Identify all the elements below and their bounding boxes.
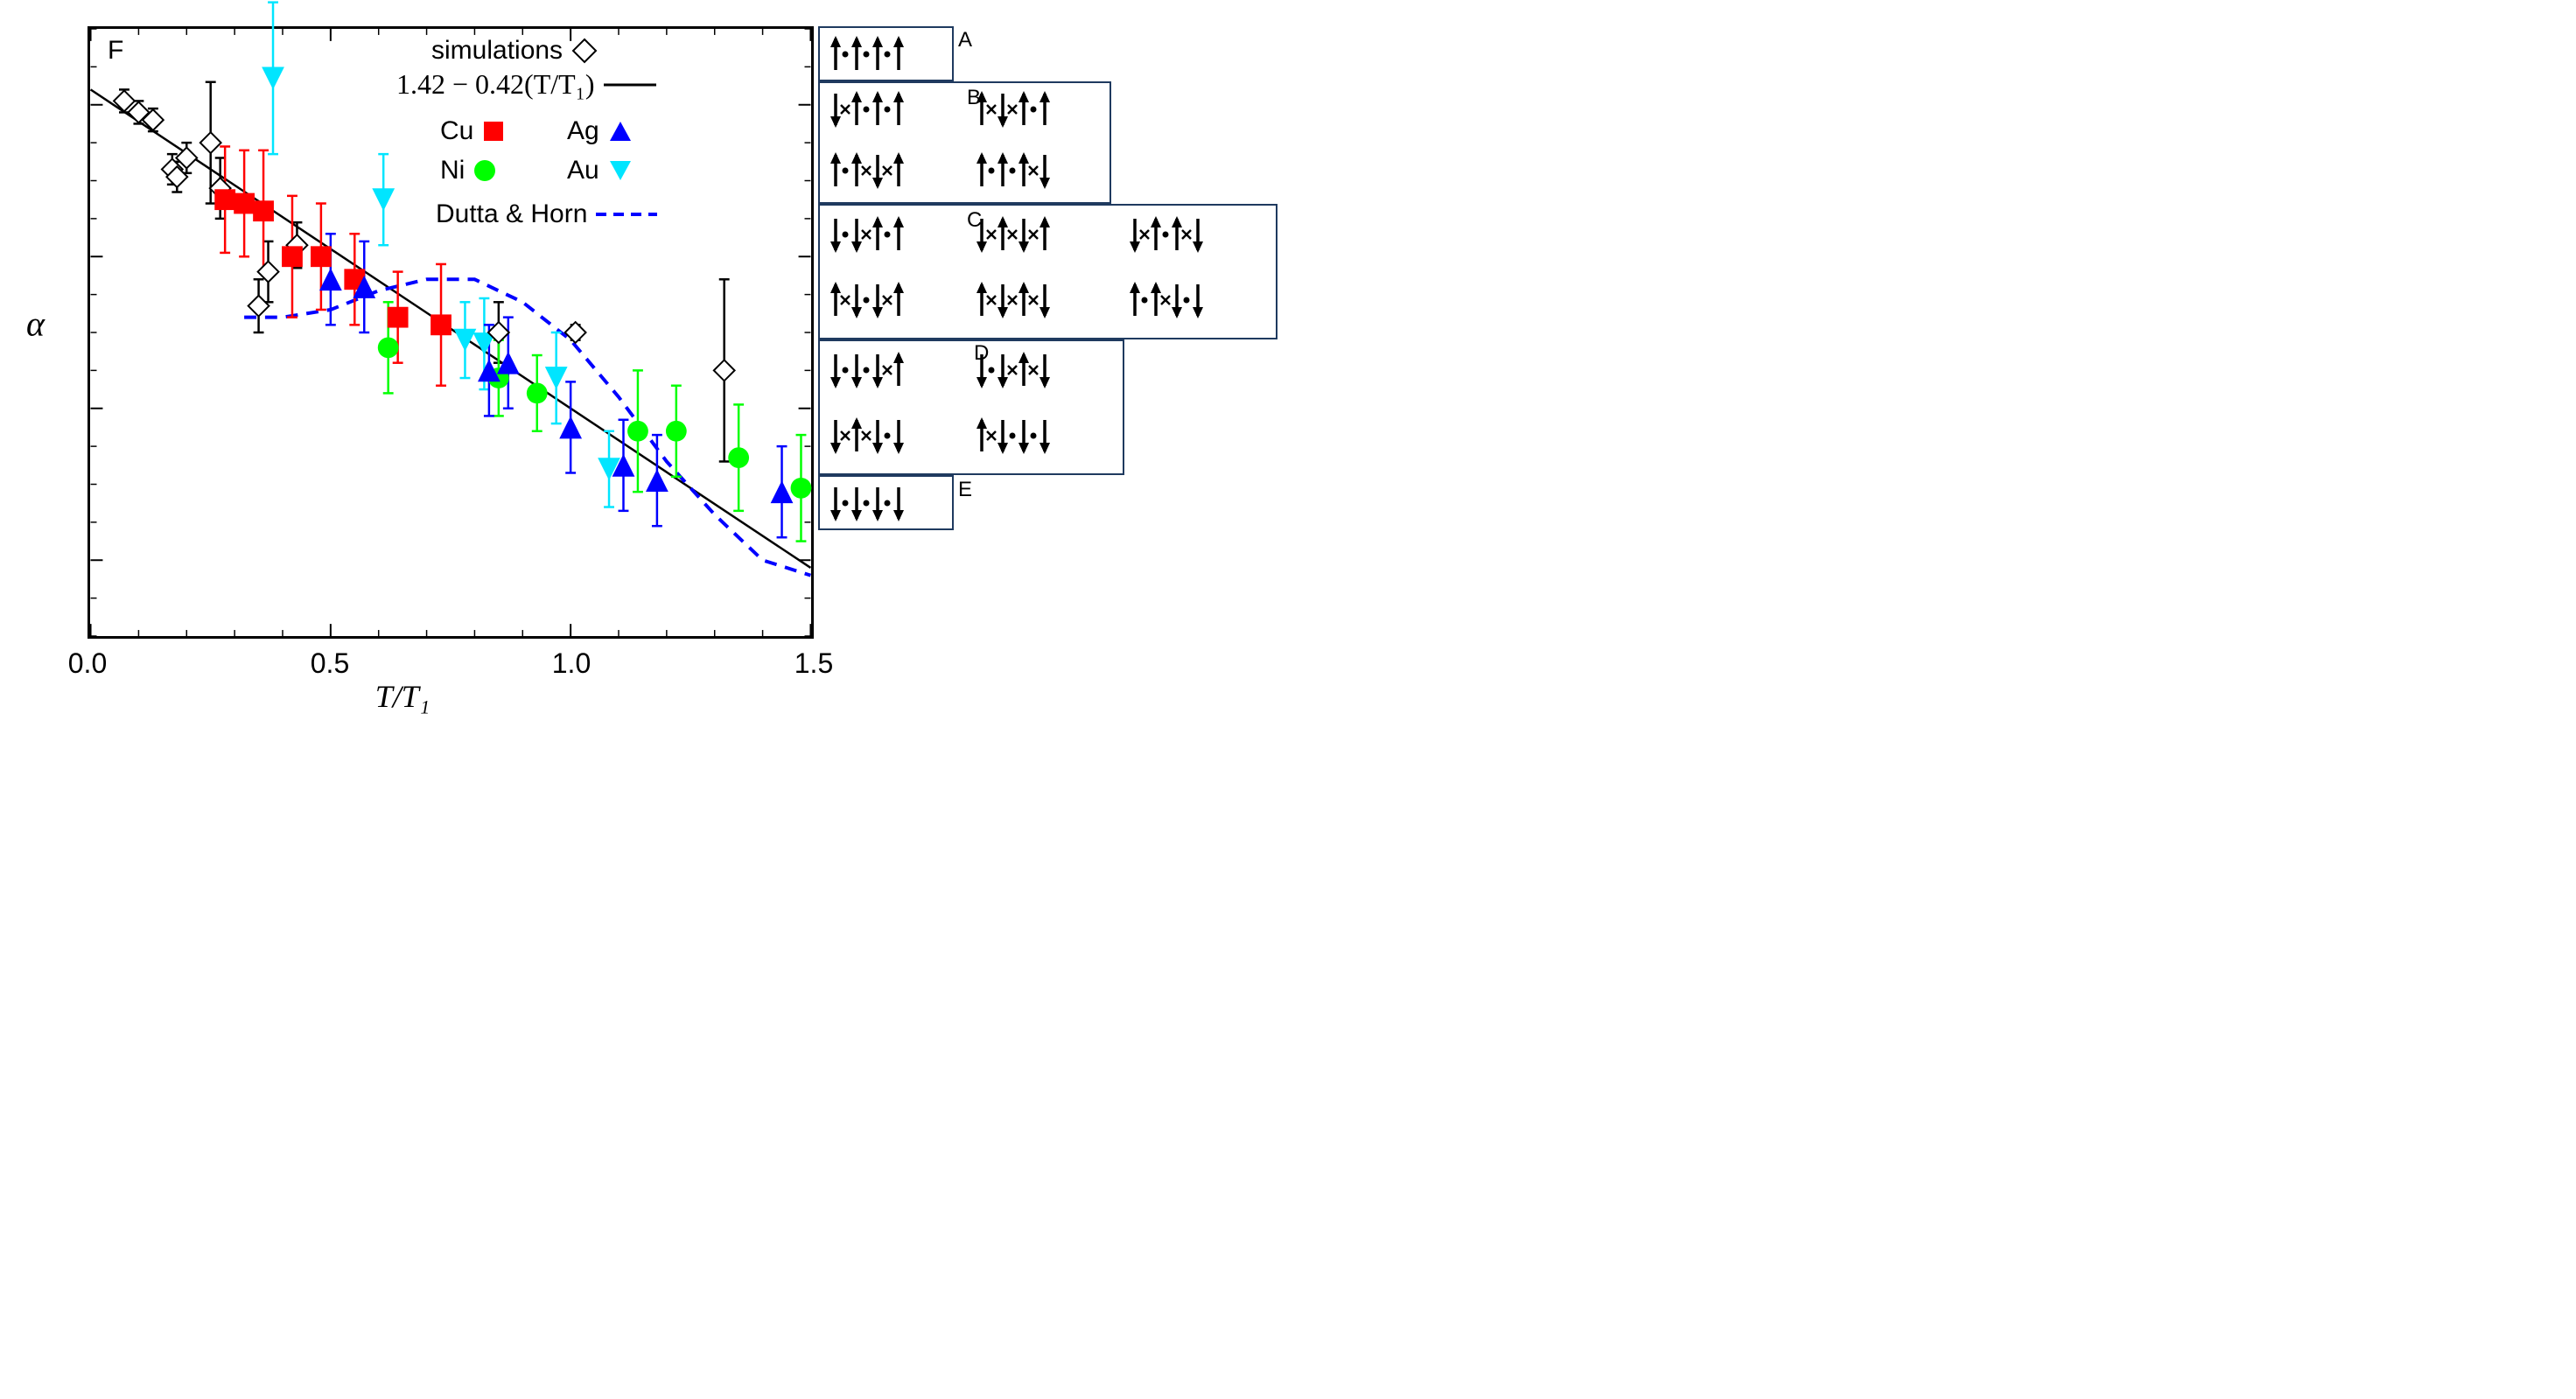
legend-ni: Ni xyxy=(440,156,496,185)
x-tick-3: 1.5 xyxy=(794,647,833,680)
y-axis-label: α xyxy=(26,304,45,345)
legend-sim-label: simulations xyxy=(431,36,563,66)
x-tick-0: 0.0 xyxy=(68,647,107,680)
legend-cu: Cu xyxy=(440,116,505,146)
x-tick-1: 0.5 xyxy=(311,647,349,680)
spin-panel-A xyxy=(818,26,954,81)
legend-ag-label: Ag xyxy=(567,116,599,146)
x-tick-2: 1.0 xyxy=(552,647,591,680)
legend-cu-label: Cu xyxy=(440,116,473,146)
legend-au-label: Au xyxy=(567,156,599,185)
spin-C-svg xyxy=(820,206,1279,341)
legend-dutta-label: Dutta & Horn xyxy=(436,199,587,229)
figure-root: α T/T₁ 0.8 1.0 1.2 1.4 0.0 0.5 1.0 1.5 F… xyxy=(18,17,1306,717)
plot-area: F simulations 1.42 − 0.42(T/T₁) Cu Ag Ni… xyxy=(88,26,814,639)
spin-A-svg xyxy=(820,28,956,83)
legend-sim: simulations xyxy=(431,36,598,66)
diamond-open-icon xyxy=(571,38,598,64)
legend-fit-label: 1.42 − 0.42(T/T₁) xyxy=(396,68,595,101)
line-solid-icon xyxy=(604,81,656,88)
panel-label-F: F xyxy=(108,36,123,66)
legend-au: Au xyxy=(567,156,633,185)
triangle-down-icon xyxy=(608,159,633,182)
panel-letter-A: A xyxy=(958,28,972,52)
panel-letter-E: E xyxy=(958,478,972,502)
x-axis-label: T/T₁ xyxy=(375,678,430,715)
legend-dutta: Dutta & Horn xyxy=(436,199,657,229)
square-icon xyxy=(482,120,505,143)
panel-letter-B: B xyxy=(967,86,981,110)
spin-panel-B xyxy=(818,81,1111,204)
spin-E-svg xyxy=(820,477,956,532)
line-dash-icon xyxy=(596,210,657,219)
legend-fit: 1.42 − 0.42(T/T₁) xyxy=(396,68,656,101)
circle-icon xyxy=(473,159,496,182)
triangle-up-icon xyxy=(608,120,633,143)
legend-ni-label: Ni xyxy=(440,156,465,185)
panel-letter-C: C xyxy=(967,208,982,233)
spin-panel-D xyxy=(818,339,1124,475)
panel-letter-D: D xyxy=(974,341,989,366)
legend-ag: Ag xyxy=(567,116,633,146)
spin-panel-E xyxy=(818,475,954,530)
spin-panel-C xyxy=(818,204,1278,339)
spin-D-svg xyxy=(820,341,1126,477)
